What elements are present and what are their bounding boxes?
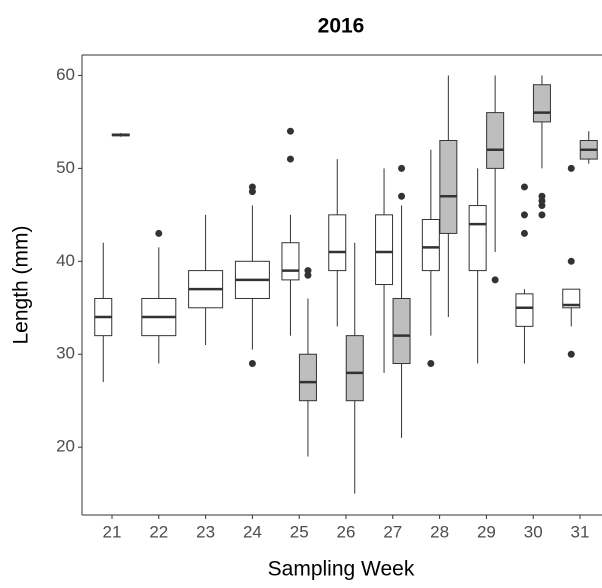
x-tick-label: 31	[571, 522, 590, 541]
box	[468, 205, 487, 272]
box	[486, 112, 505, 169]
outlier	[248, 360, 256, 368]
outlier	[567, 350, 575, 358]
chart-title: 2016	[318, 15, 365, 38]
outlier	[398, 192, 406, 200]
y-tick-label: 40	[56, 251, 75, 270]
outlier	[155, 229, 163, 237]
outlier	[427, 360, 435, 368]
outlier	[248, 183, 256, 191]
box	[421, 218, 440, 272]
box	[281, 242, 300, 281]
outlier	[567, 257, 575, 265]
outlier	[520, 211, 528, 219]
y-tick-label: 50	[56, 158, 75, 177]
y-tick-label: 30	[56, 344, 75, 363]
box	[392, 297, 411, 365]
box	[562, 288, 581, 309]
outlier	[520, 183, 528, 191]
outlier	[567, 164, 575, 172]
x-tick-label: 22	[149, 522, 168, 541]
x-tick-label: 28	[430, 522, 449, 541]
box	[532, 84, 551, 123]
x-tick-label: 23	[196, 522, 215, 541]
x-tick-label: 26	[337, 522, 356, 541]
box	[439, 139, 458, 234]
x-tick-label: 25	[290, 522, 309, 541]
box	[298, 353, 317, 402]
y-tick-label: 20	[56, 437, 75, 456]
x-tick-label: 27	[383, 522, 402, 541]
outlier	[398, 164, 406, 172]
box	[515, 293, 534, 327]
box	[375, 214, 394, 286]
outlier	[304, 267, 312, 275]
y-axis-label: Length (mm)	[10, 225, 33, 344]
outlier	[538, 211, 546, 219]
x-tick-label: 21	[103, 522, 122, 541]
box	[345, 335, 364, 402]
outlier	[491, 276, 499, 284]
outlier	[286, 155, 294, 163]
x-tick-label: 30	[524, 522, 543, 541]
box	[328, 214, 347, 272]
x-tick-label: 24	[243, 522, 262, 541]
outlier	[286, 127, 294, 135]
outlier	[520, 229, 528, 237]
x-tick-label: 29	[477, 522, 496, 541]
outlier	[538, 192, 546, 200]
y-tick-label: 60	[56, 65, 75, 84]
x-axis-label: Sampling Week	[268, 558, 415, 581]
